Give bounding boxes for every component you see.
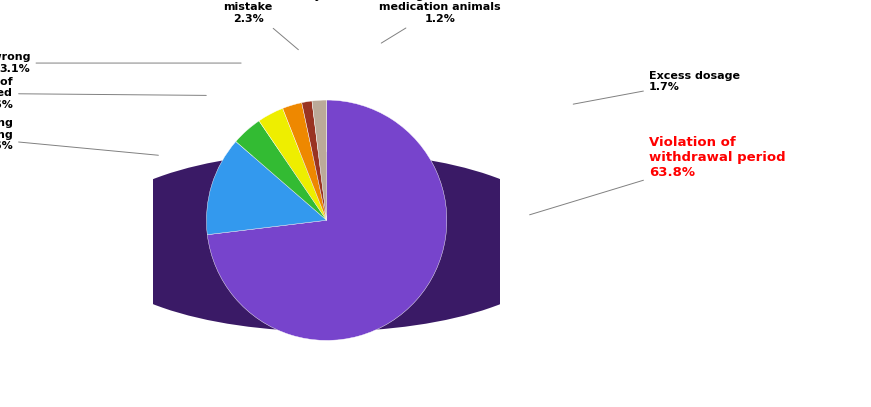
Text: Medication history wrong
3.1%: Medication history wrong 3.1%	[0, 52, 241, 74]
Ellipse shape	[95, 154, 558, 317]
Wedge shape	[236, 121, 327, 220]
Ellipse shape	[95, 162, 558, 324]
Ellipse shape	[95, 169, 558, 331]
Ellipse shape	[95, 159, 558, 322]
Text: Excess dosage
1.7%: Excess dosage 1.7%	[573, 71, 739, 104]
Ellipse shape	[95, 153, 558, 315]
Ellipse shape	[95, 166, 558, 329]
Ellipse shape	[95, 164, 558, 326]
Ellipse shape	[95, 155, 558, 318]
Wedge shape	[206, 142, 327, 235]
Wedge shape	[207, 100, 447, 340]
Text: Cross-contamination of
feed
3.6%: Cross-contamination of feed 3.6%	[0, 77, 206, 110]
Ellipse shape	[95, 168, 558, 330]
Wedge shape	[283, 103, 327, 220]
Ellipse shape	[95, 160, 558, 323]
Text: Pharmaceutical feed by
mistake
2.3%: Pharmaceutical feed by mistake 2.3%	[174, 0, 322, 50]
Text: Violation of
withdrawal period
63.8%: Violation of withdrawal period 63.8%	[530, 136, 786, 215]
Text: No feeding of finishing
ration before shipping
11.6%: No feeding of finishing ration before sh…	[0, 118, 159, 155]
Ellipse shape	[95, 163, 558, 325]
Wedge shape	[259, 108, 327, 220]
Ellipse shape	[95, 158, 558, 320]
Ellipse shape	[95, 157, 558, 319]
Ellipse shape	[95, 152, 558, 314]
Wedge shape	[301, 101, 327, 220]
Ellipse shape	[95, 165, 558, 328]
Wedge shape	[312, 100, 327, 220]
Text: Wrong undeclared
medication animals
1.2%: Wrong undeclared medication animals 1.2%	[379, 0, 501, 43]
